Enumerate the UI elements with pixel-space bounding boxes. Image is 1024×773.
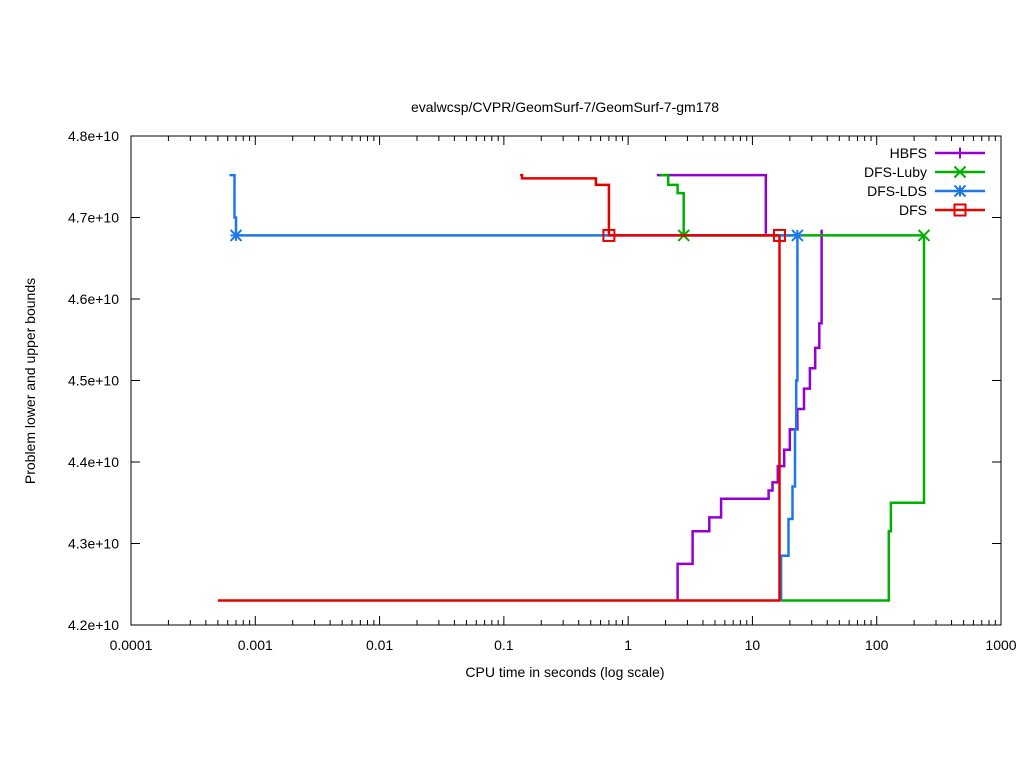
series-dfs-luby-upper-bound xyxy=(659,173,924,237)
legend-entry-hbfs: HBFS xyxy=(890,145,985,161)
data-point-marker xyxy=(772,228,786,242)
x-tick-label: 0.0001 xyxy=(110,637,153,653)
x-tick-label: 0.001 xyxy=(238,637,273,653)
y-tick-label: 4.5e+10 xyxy=(68,373,119,389)
data-point-marker xyxy=(602,228,616,242)
series-dfs-upper-bound xyxy=(520,173,780,237)
y-tick-label: 4.2e+10 xyxy=(68,617,119,633)
legend-entry-dfs-luby: DFS-Luby xyxy=(864,164,985,180)
y-tick-label: 4.8e+10 xyxy=(68,128,119,144)
legend-label: DFS xyxy=(899,202,927,218)
chart-title: evalwcsp/CVPR/GeomSurf-7/GeomSurf-7-gm17… xyxy=(411,99,719,115)
data-point-marker xyxy=(791,229,804,242)
series-dfs-lds-upper-bound xyxy=(229,173,798,237)
plot-frame xyxy=(130,135,1002,626)
x-tick-label: 0.1 xyxy=(494,637,514,653)
legend-entry-dfs: DFS xyxy=(899,202,985,218)
x-tick-label: 1 xyxy=(624,637,632,653)
x-axis-label: CPU time in seconds (log scale) xyxy=(465,664,664,680)
series-layer xyxy=(217,173,931,602)
axes: 0.0001 0.001 0.01 0.1 1 10 100 1000 4.2e+10 4.3e+… xyxy=(68,128,1017,653)
legend-marker xyxy=(953,203,967,217)
x-tick-label: 10 xyxy=(745,637,761,653)
data-point-marker xyxy=(229,229,243,242)
series-dfs-lds xyxy=(229,173,804,601)
series-hbfs-upper-bound xyxy=(656,173,768,234)
x-tick-label: 100 xyxy=(865,637,889,653)
y-tick-label: 4.3e+10 xyxy=(68,536,119,552)
series-hbfs-lower-bound xyxy=(676,229,823,601)
data-point-marker xyxy=(917,229,931,242)
series-dfs xyxy=(217,173,786,602)
y-tick-label: 4.4e+10 xyxy=(68,454,119,470)
legend-label: HBFS xyxy=(890,145,927,161)
y-axis-label: Problem lower and upper bounds xyxy=(22,278,38,484)
legend-entry-dfs-lds: DFS-LDS xyxy=(867,183,985,199)
legend: HBFS DFS-Luby DFS-LDS DFS xyxy=(864,145,985,218)
y-tick-label: 4.6e+10 xyxy=(68,291,119,307)
series-dfs-lower-bound xyxy=(217,235,781,602)
series-dfs-luby-lower-bound xyxy=(781,235,926,602)
x-tick-label: 1000 xyxy=(985,637,1016,653)
legend-label: DFS-Luby xyxy=(864,164,927,180)
legend-marker xyxy=(954,147,966,159)
y-tick-label: 4.7e+10 xyxy=(68,210,119,226)
legend-marker xyxy=(953,165,967,179)
series-dfs-lds-lower-bound xyxy=(779,235,799,601)
legend-label: DFS-LDS xyxy=(867,183,927,199)
legend-marker xyxy=(953,184,967,198)
x-tick-label: 0.01 xyxy=(366,637,393,653)
